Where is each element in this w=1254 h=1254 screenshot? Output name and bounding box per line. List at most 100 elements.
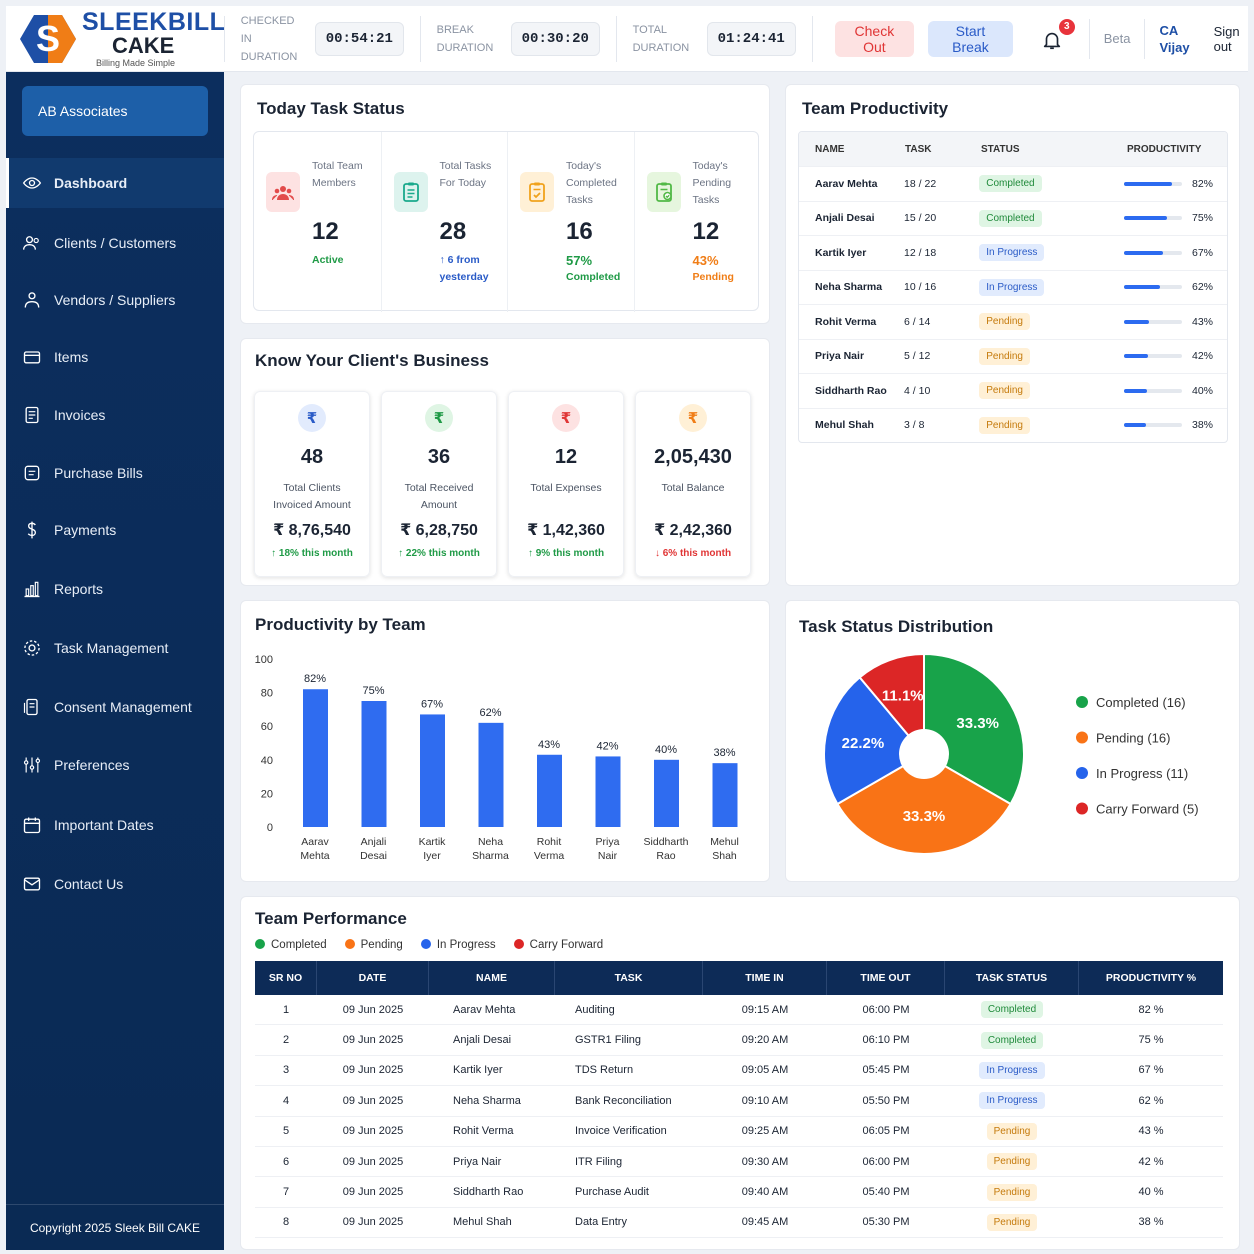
- check-out-button[interactable]: Check Out: [834, 20, 915, 57]
- sidebar-item-vendors-suppliers[interactable]: Vendors / Suppliers: [6, 275, 224, 325]
- productivity-bar-fill: [1123, 319, 1149, 324]
- organization-selector[interactable]: AB Associates: [22, 86, 208, 136]
- table-row[interactable]: Neha Sharma 10 / 16 In Progress 62%: [799, 269, 1227, 305]
- table-row[interactable]: Anjali Desai 15 / 20 Completed 75%: [799, 200, 1227, 236]
- column-header: STATUS: [981, 143, 1020, 155]
- column-header: TASK STATUS: [945, 961, 1079, 995]
- table-row[interactable]: Kartik Iyer 12 / 18 In Progress 67%: [799, 235, 1227, 270]
- timer-label: CHECKED IN DURATION: [240, 14, 298, 63]
- start-break-button[interactable]: Start Break: [928, 20, 1013, 57]
- table-row[interactable]: Rohit Verma 6 / 14 Pending 43%: [799, 304, 1227, 339]
- status-badge: Pending: [986, 1183, 1038, 1201]
- time-in: 09:05 AM: [741, 1064, 789, 1077]
- status-badge: Completed: [980, 1001, 1044, 1019]
- chart-title: Productivity by Team: [255, 615, 426, 634]
- sidebar-item-task-management[interactable]: Task Management: [6, 623, 224, 673]
- sidebar-item-items[interactable]: Items: [6, 332, 224, 382]
- date: 09 Jun 2025: [342, 1125, 404, 1138]
- brand-logo[interactable]: S SLEEKBILL CAKE Billing Made Simple: [6, 6, 225, 72]
- member-name: Rohit Verma: [453, 1125, 514, 1138]
- user-name[interactable]: CA Vijay: [1159, 22, 1190, 55]
- card-title: Know Your Client's Business: [255, 351, 489, 370]
- card-title: Today Task Status: [257, 99, 405, 118]
- sidebar: AB Associates Dashboard Clients / Custome…: [6, 72, 224, 1250]
- time-in: 09:40 AM: [741, 1186, 789, 1199]
- client-kpi-card: ₹36 Total Received Amount ₹ 6,28,750 ↑ 22% …: [381, 391, 497, 577]
- status-cell: In Progress: [979, 278, 1098, 296]
- table-row[interactable]: 4 09 Jun 2025 Neha Sharma Bank Reconciliati…: [255, 1086, 1223, 1117]
- sidebar-item-label: Payments: [54, 522, 117, 538]
- sidebar-item-clients-customers[interactable]: Clients / Customers: [6, 218, 224, 268]
- member-name: Aarav Mehta: [453, 1003, 516, 1016]
- sidebar-item-dashboard[interactable]: Dashboard: [6, 158, 224, 208]
- productivity-cell: 43%: [1098, 316, 1227, 328]
- table-row[interactable]: Priya Nair 5 / 12 Pending 42%: [799, 338, 1227, 374]
- productivity-bar-fill: [1123, 354, 1149, 359]
- column-header: TIME OUT: [827, 961, 945, 995]
- divider: [615, 15, 617, 62]
- productivity-bar: [1123, 388, 1182, 393]
- sidebar-item-payments[interactable]: Payments: [6, 505, 224, 555]
- task-name: Invoice Verification: [575, 1125, 667, 1138]
- legend-dot: [344, 939, 355, 949]
- bar: [303, 689, 328, 827]
- vendor-icon: [22, 290, 42, 310]
- sr-no: 6: [282, 1155, 290, 1168]
- stat-label: Today's Pending Tasks: [692, 160, 732, 206]
- sidebar-item-purchase-bills[interactable]: Purchase Bills: [6, 448, 224, 498]
- client-business-card: Know Your Client's Business ₹48 Total Cli…: [240, 338, 770, 586]
- table-row[interactable]: 6 09 Jun 2025 Priya Nair ITR Filing 09:30 AM…: [255, 1147, 1223, 1178]
- status-badge: In Progress: [979, 278, 1045, 296]
- task-status-summary: Total Team Members 12 Active Total Tasks Fo…: [253, 131, 759, 312]
- stat-sub-primary: ↑ 6 from yesterday: [439, 254, 489, 283]
- column-header: NAME: [815, 143, 845, 155]
- table-row[interactable]: Siddharth Rao 4 / 10 Pending 40%: [799, 373, 1227, 408]
- productivity-cell: 40%: [1098, 385, 1227, 397]
- sidebar-item-preferences[interactable]: Preferences: [6, 740, 224, 790]
- task-count: 12 / 18: [904, 246, 937, 259]
- table-row[interactable]: 7 09 Jun 2025 Siddharth Rao Purchase Audit 0…: [255, 1177, 1223, 1208]
- sidebar-item-label: Important Dates: [54, 817, 154, 833]
- sidebar-item-reports[interactable]: Reports: [6, 564, 224, 614]
- bell-icon: [1043, 32, 1060, 49]
- copyright: Copyright 2025 Sleek Bill CAKE: [6, 1204, 224, 1250]
- sidebar-item-label: Contact Us: [54, 876, 124, 892]
- sign-out-link[interactable]: Sign out: [1213, 23, 1240, 54]
- productivity-percent: 75 %: [1138, 1034, 1164, 1047]
- x-tick-label: Shah: [712, 850, 737, 862]
- status-badge: Pending: [979, 313, 1030, 331]
- table-row[interactable]: 2 09 Jun 2025 Anjali Desai GSTR1 Filing 09:2…: [255, 1025, 1223, 1056]
- productivity-bar-fill: [1123, 216, 1168, 221]
- bar: [595, 756, 621, 827]
- table-row[interactable]: 1 09 Jun 2025 Aarav Mehta Auditing 09:15 AM 0…: [255, 995, 1223, 1026]
- date: 09 Jun 2025: [342, 1094, 404, 1107]
- bar: [712, 763, 738, 827]
- stat-label: Total Team Members: [312, 160, 363, 189]
- status-badge: Completed: [980, 1031, 1044, 1049]
- sidebar-item-contact-us[interactable]: Contact Us: [6, 859, 224, 909]
- chart-title: Task Status Distribution: [799, 617, 994, 636]
- status-badge: Completed: [979, 209, 1042, 227]
- kpi-amount: ₹ 2,42,360: [654, 522, 732, 539]
- notifications-button[interactable]: 3: [1041, 18, 1075, 53]
- table-row[interactable]: 5 09 Jun 2025 Rohit Verma Invoice Verificat…: [255, 1117, 1223, 1147]
- table-row[interactable]: 8 09 Jun 2025 Mehul Shah Data Entry 09:45 AM…: [255, 1208, 1223, 1239]
- status-cell: Pending: [945, 1122, 1079, 1140]
- donut-hole: [899, 729, 949, 779]
- stat-sub-primary: 43%: [692, 253, 719, 268]
- time-in: 09:25 AM: [741, 1125, 789, 1138]
- table-row[interactable]: Aarav Mehta 18 / 22 Completed 82%: [799, 166, 1227, 201]
- team-productivity-card: Team Productivity NAME TASK STATUS PRODUCTI…: [785, 84, 1240, 586]
- sidebar-item-consent-management[interactable]: Consent Management: [6, 682, 224, 732]
- status-badge: Pending: [986, 1153, 1038, 1171]
- sidebar-item-label: Task Management: [54, 640, 169, 656]
- table-row[interactable]: Mehul Shah 3 / 8 Pending 38%: [799, 407, 1227, 443]
- status-badge: In Progress: [979, 1061, 1045, 1079]
- kpi-change: ↑ 22% this month: [398, 548, 480, 559]
- sidebar-item-invoices[interactable]: Invoices: [6, 390, 224, 440]
- table-row[interactable]: 3 09 Jun 2025 Kartik Iyer TDS Return 09:05 A…: [255, 1056, 1223, 1087]
- productivity-bar-fill: [1123, 250, 1163, 255]
- x-tick-label: Verma: [534, 850, 565, 862]
- x-tick-label: Priya: [596, 836, 620, 848]
- sidebar-item-important-dates[interactable]: Important Dates: [6, 800, 224, 850]
